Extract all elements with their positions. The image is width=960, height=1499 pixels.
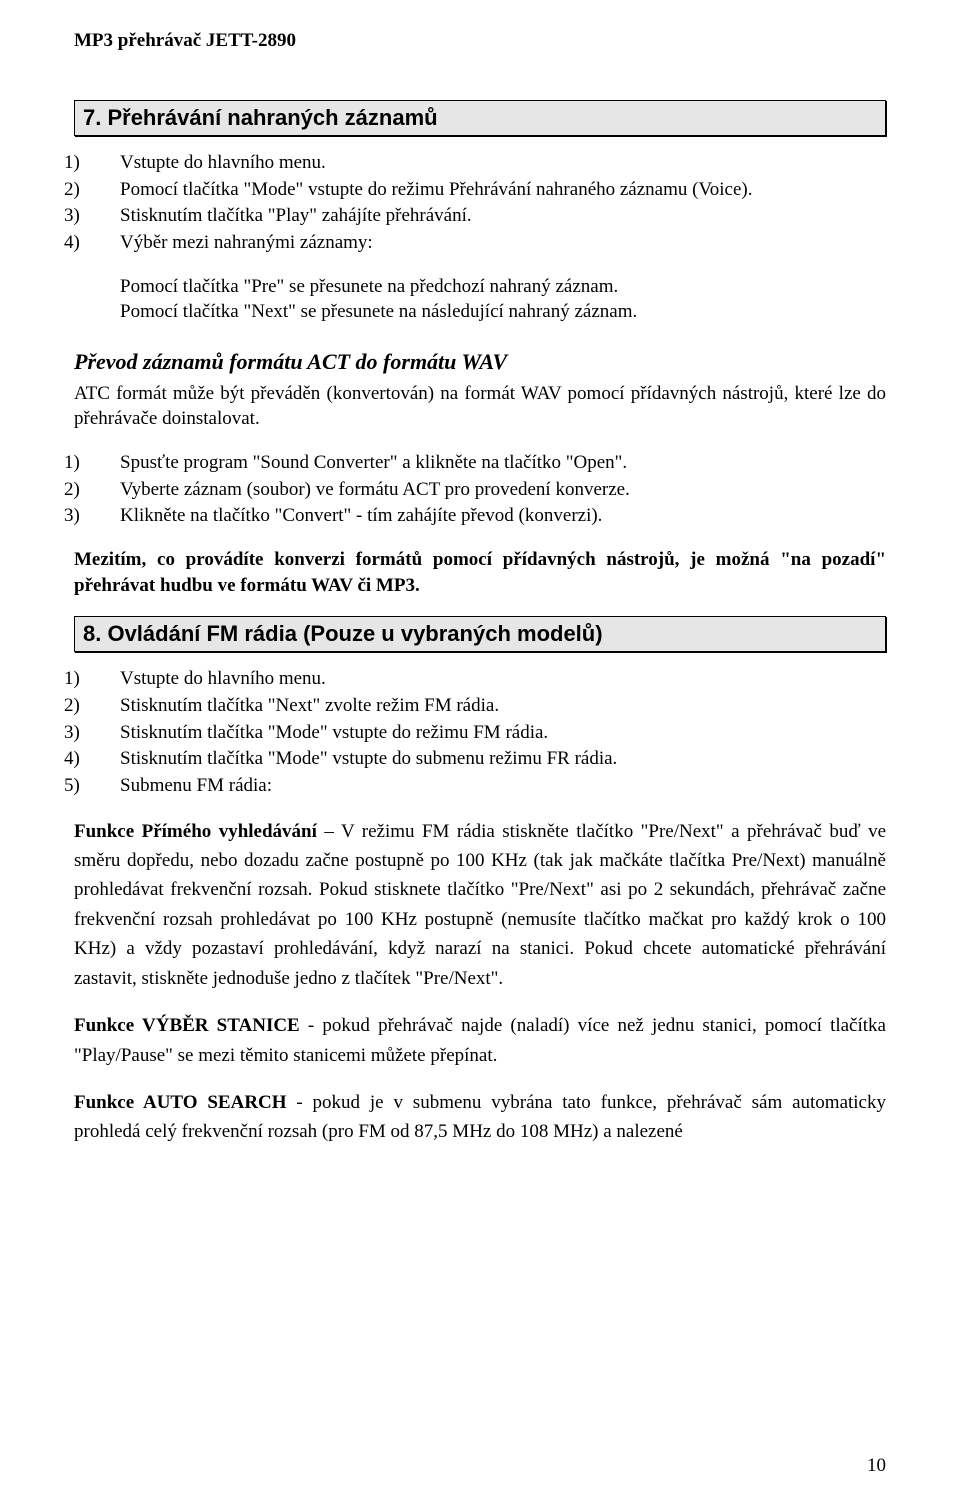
step-num: 4) [92, 746, 120, 772]
section-8-title: 8. Ovládání FM rádia (Pouze u vybraných … [74, 616, 886, 652]
step-num: 4) [92, 230, 120, 256]
step-text: Submenu FM rádia: [120, 775, 272, 796]
list-item: 1)Vstupte do hlavního menu. [120, 666, 886, 692]
list-item: 3)Klikněte na tlačítko "Convert" - tím z… [120, 503, 886, 529]
step-num: 3) [92, 503, 120, 529]
sub-line: Pomocí tlačítka "Pre" se přesunete na př… [120, 274, 886, 300]
step-text: Stisknutím tlačítka "Mode" vstupte do su… [120, 748, 617, 769]
step-text: Stisknutím tlačítka "Next" zvolte režim … [120, 695, 499, 716]
sub-line: Pomocí tlačítka "Next" se přesunete na n… [120, 299, 886, 325]
conversion-steps: 1)Spusťte program "Sound Converter" a kl… [74, 450, 886, 529]
function-label: Funkce AUTO SEARCH [74, 1092, 287, 1113]
page-number: 10 [867, 1455, 886, 1477]
document-page: MP3 přehrávač JETT-2890 7. Přehrávání na… [0, 0, 960, 1499]
step-text: Vstupte do hlavního menu. [120, 668, 326, 689]
list-item: 2)Vyberte záznam (soubor) ve formátu ACT… [120, 477, 886, 503]
step-text: Vstupte do hlavního menu. [120, 152, 326, 173]
step-num: 5) [92, 773, 120, 799]
list-item: 1)Vstupte do hlavního menu. [120, 150, 886, 176]
step-num: 3) [92, 203, 120, 229]
function-label: Funkce Přímého vyhledávání [74, 821, 317, 842]
step-text: Pomocí tlačítka "Mode" vstupte do režimu… [120, 179, 752, 200]
step-num: 1) [92, 150, 120, 176]
list-item: 1)Spusťte program "Sound Converter" a kl… [120, 450, 886, 476]
list-item: 4)Stisknutím tlačítka "Mode" vstupte do … [120, 746, 886, 772]
step-text: Spusťte program "Sound Converter" a klik… [120, 452, 627, 473]
list-item: 4)Výběr mezi nahranými záznamy: [120, 230, 886, 256]
list-item: 3)Stisknutím tlačítka "Mode" vstupte do … [120, 720, 886, 746]
section-8-steps: 1)Vstupte do hlavního menu. 2)Stisknutím… [74, 666, 886, 798]
step-num: 2) [92, 177, 120, 203]
conversion-heading: Převod záznamů formátu ACT do formátu WA… [74, 349, 886, 375]
list-item: 2)Pomocí tlačítka "Mode" vstupte do reži… [120, 177, 886, 203]
list-item: 2)Stisknutím tlačítka "Next" zvolte reži… [120, 693, 886, 719]
section-7-sub4: Pomocí tlačítka "Pre" se přesunete na př… [120, 274, 886, 325]
list-item: 5)Submenu FM rádia: [120, 773, 886, 799]
step-num: 2) [92, 477, 120, 503]
list-item: 3)Stisknutím tlačítka "Play" zahájíte př… [120, 203, 886, 229]
step-text: Stisknutím tlačítka "Mode" vstupte do re… [120, 722, 548, 743]
step-text: Stisknutím tlačítka "Play" zahájíte přeh… [120, 205, 472, 226]
section-7-title: 7. Přehrávání nahraných záznamů [74, 100, 886, 136]
section-7-steps: 1)Vstupte do hlavního menu. 2)Pomocí tla… [74, 150, 886, 256]
step-text: Klikněte na tlačítko "Convert" - tím zah… [120, 505, 602, 526]
step-num: 2) [92, 693, 120, 719]
function-label: Funkce VÝBĚR STANICE [74, 1015, 300, 1036]
step-text: Vyberte záznam (soubor) ve formátu ACT p… [120, 479, 630, 500]
step-num: 1) [92, 450, 120, 476]
doc-header: MP3 přehrávač JETT-2890 [74, 30, 886, 52]
step-num: 1) [92, 666, 120, 692]
function-station-select: Funkce VÝBĚR STANICE - pokud přehrávač n… [74, 1011, 886, 1070]
step-num: 3) [92, 720, 120, 746]
conversion-intro: ATC formát může být převáděn (konvertová… [74, 381, 886, 432]
function-text: – V režimu FM rádia stiskněte tlačítko "… [74, 821, 886, 989]
function-direct-search: Funkce Přímého vyhledávání – V režimu FM… [74, 817, 886, 994]
function-auto-search: Funkce AUTO SEARCH - pokud je v submenu … [74, 1088, 886, 1147]
conversion-note: Mezitím, co provádíte konverzi formátů p… [74, 547, 886, 598]
step-text: Výběr mezi nahranými záznamy: [120, 232, 373, 253]
